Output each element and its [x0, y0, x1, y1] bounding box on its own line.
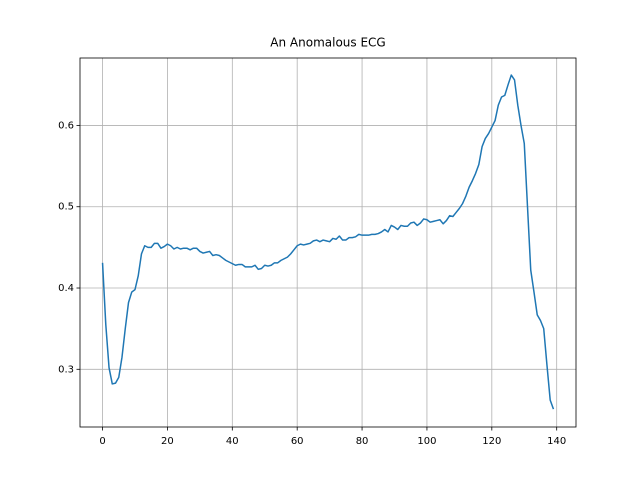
- plot-frame: [79, 57, 577, 428]
- chart-title: An Anomalous ECG: [270, 36, 385, 50]
- x-tick-label: 40: [226, 436, 239, 447]
- x-tick-label: 80: [356, 436, 369, 447]
- x-tick-label: 60: [291, 436, 304, 447]
- y-tick-label: 0.6: [58, 120, 74, 131]
- data-line: [101, 74, 555, 410]
- y-tick-label: 0.5: [58, 202, 74, 213]
- x-tick-label: 20: [161, 436, 174, 447]
- x-tick-label: 120: [482, 436, 501, 447]
- x-tick-label: 100: [417, 436, 436, 447]
- y-tick-label: 0.4: [58, 283, 74, 294]
- x-tick-label: 140: [547, 436, 566, 447]
- x-tick-label: 0: [99, 436, 105, 447]
- y-tick-label: 0.3: [58, 364, 74, 375]
